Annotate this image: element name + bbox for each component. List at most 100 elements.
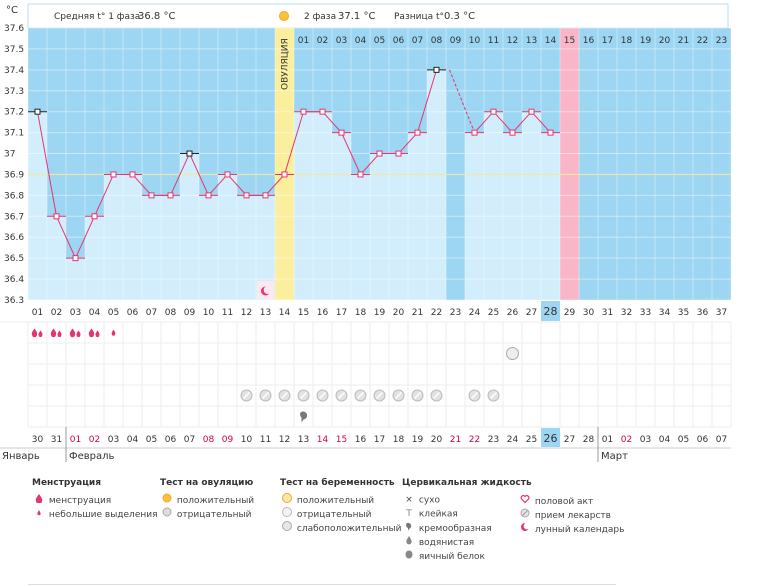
temperature-bar bbox=[370, 153, 389, 300]
cycle-day-label: 09 bbox=[184, 308, 196, 318]
cycle-day-label: 18 bbox=[355, 308, 367, 318]
temperature-point bbox=[281, 171, 288, 178]
phase1-label: Средняя t° 1 фаза bbox=[54, 12, 140, 22]
cycle-day-label: 11 bbox=[222, 308, 233, 318]
phase2-day-number: 19 bbox=[640, 36, 652, 46]
temperature-bar bbox=[313, 111, 332, 300]
temperature-bar bbox=[199, 195, 218, 300]
calendar-date-label: 01 bbox=[602, 435, 613, 445]
cycle-day-label: 28 bbox=[544, 305, 558, 318]
temperature-point bbox=[376, 150, 383, 157]
calendar-date-label: 03 bbox=[108, 435, 119, 445]
cycle-day-label: 36 bbox=[697, 308, 709, 318]
temperature-bar bbox=[85, 216, 104, 300]
pill-icon-line bbox=[414, 392, 421, 399]
menstruation-drop-icon bbox=[31, 328, 38, 338]
temperature-bar bbox=[104, 174, 123, 300]
small-drop-icon bbox=[32, 507, 46, 522]
temperature-point bbox=[72, 255, 79, 262]
cycle-day-label: 26 bbox=[507, 308, 519, 318]
temperature-line-dashed bbox=[449, 69, 475, 133]
cycle-day-label: 19 bbox=[374, 308, 386, 318]
temperature-bar bbox=[123, 174, 142, 300]
calendar-date-label: 07 bbox=[716, 435, 727, 445]
calendar-date-label: 30 bbox=[32, 435, 44, 445]
phase2-value: 37.1 °C bbox=[338, 11, 375, 22]
menstruation-drop-icon bbox=[57, 330, 62, 338]
diff-label: Разница t° bbox=[394, 12, 444, 22]
dry-icon: × bbox=[405, 495, 413, 505]
highlighted-date-cell bbox=[541, 428, 560, 447]
temperature-bar bbox=[47, 216, 66, 300]
temperature-point bbox=[414, 129, 421, 136]
pill-icon-line bbox=[433, 392, 440, 399]
temperature-point bbox=[34, 108, 41, 115]
legend-menstruation: Менструация менструация небольшие выделе… bbox=[32, 478, 158, 521]
temperature-bar bbox=[161, 195, 180, 300]
y-tick-label: 37.5 bbox=[4, 45, 24, 55]
discharge-drop-icon bbox=[111, 329, 116, 336]
y-tick-label: 36.4 bbox=[4, 275, 24, 285]
cycle-day-label: 04 bbox=[89, 308, 101, 318]
cycle-day-label: 05 bbox=[108, 308, 119, 318]
temperature-point bbox=[167, 192, 174, 199]
phase1-value: 36.8 °C bbox=[138, 11, 175, 22]
unit-label: °C bbox=[6, 5, 18, 16]
y-tick-label: 36.9 bbox=[4, 170, 24, 180]
temperature-point bbox=[528, 108, 535, 115]
pill-icon-line bbox=[490, 392, 497, 399]
cycle-day-label: 29 bbox=[564, 308, 576, 318]
cycle-day-label: 03 bbox=[70, 308, 81, 318]
calendar-date-label: 15 bbox=[336, 435, 347, 445]
cycle-day-label: 21 bbox=[412, 308, 423, 318]
legend-menstruation-title: Менструация bbox=[32, 478, 101, 488]
legend-other: половой акт прием лекарств лунный календ… bbox=[518, 494, 624, 536]
calendar-date-label: 24 bbox=[507, 435, 519, 445]
pill-icon-line bbox=[300, 392, 307, 399]
cycle-day-label: 33 bbox=[640, 308, 651, 318]
y-tick-label: 36.8 bbox=[4, 191, 24, 201]
calendar-date-label: 05 bbox=[678, 435, 689, 445]
pill-icon-line bbox=[243, 392, 250, 399]
temperature-bar bbox=[142, 195, 161, 300]
pill-icon bbox=[518, 508, 532, 523]
temperature-point bbox=[53, 213, 60, 220]
y-tick-label: 36.6 bbox=[4, 233, 24, 243]
legend-ovulation-title: Тест на овуляцию bbox=[160, 478, 254, 488]
phase2-day-number: 18 bbox=[621, 36, 633, 46]
temperature-line bbox=[37, 69, 437, 260]
sticky-icon: ⊤ bbox=[405, 509, 413, 519]
phase2-label: 2 фаза bbox=[304, 12, 336, 22]
phase2-day-number: 15 bbox=[564, 36, 575, 46]
expected-period-column bbox=[560, 28, 579, 300]
calendar-date-label: 11 bbox=[260, 435, 271, 445]
legend-cervical: Цервикальная жидкость × сухо ⊤ клейкая к… bbox=[402, 478, 532, 564]
highlighted-day-cell bbox=[541, 301, 560, 321]
phase2-day-number: 06 bbox=[393, 36, 405, 46]
y-tick-label: 37.4 bbox=[4, 66, 24, 76]
legend-pregnancy-title: Тест на беременность bbox=[280, 478, 395, 488]
calendar-date-label: 28 bbox=[583, 435, 595, 445]
drop-icon bbox=[32, 493, 46, 508]
pill-icon-line bbox=[281, 392, 288, 399]
phase2-day-number: 23 bbox=[716, 36, 727, 46]
calendar-date-label: 04 bbox=[127, 435, 139, 445]
temperature-point bbox=[186, 150, 193, 157]
y-tick-label: 37.3 bbox=[4, 87, 24, 97]
temperature-bar bbox=[28, 111, 47, 300]
menstruation-drop-icon bbox=[95, 330, 100, 338]
temperature-point bbox=[148, 192, 155, 199]
cycle-day-label: 24 bbox=[469, 308, 481, 318]
y-tick-label: 37.6 bbox=[4, 24, 24, 34]
calendar-date-label: 12 bbox=[279, 435, 290, 445]
calendar-date-label: 09 bbox=[222, 435, 234, 445]
footer-divider bbox=[28, 584, 616, 585]
phase2-day-number: 04 bbox=[355, 36, 367, 46]
phase2-day-number: 10 bbox=[469, 36, 481, 46]
sun-positive-icon bbox=[160, 493, 174, 508]
egg-white-icon bbox=[402, 549, 416, 564]
legend: Менструация менструация небольшие выделе… bbox=[0, 478, 768, 587]
calendar-date-label: 02 bbox=[89, 435, 100, 445]
calendar-date-label: 13 bbox=[298, 435, 309, 445]
temperature-point bbox=[129, 171, 136, 178]
